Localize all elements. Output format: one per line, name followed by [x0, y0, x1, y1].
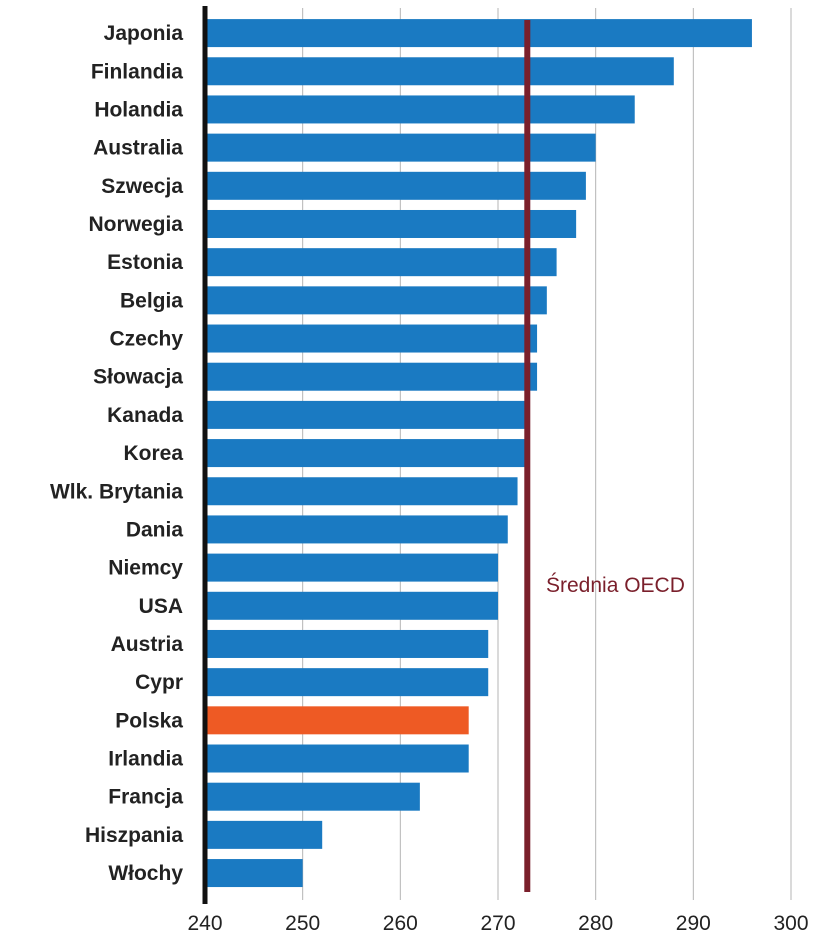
category-label: Słowacja — [93, 366, 183, 389]
category-label: Szwecja — [101, 175, 183, 198]
bar — [205, 668, 489, 697]
category-label: USA — [139, 595, 183, 618]
category-label: Polska — [115, 709, 183, 732]
bar — [205, 553, 498, 582]
x-tick-label: 300 — [773, 912, 808, 935]
bar — [205, 782, 420, 811]
bar — [205, 477, 518, 506]
x-tick-label: 250 — [285, 912, 320, 935]
bar — [205, 859, 303, 888]
category-label: Niemcy — [108, 557, 183, 580]
category-label: Dania — [126, 518, 184, 541]
category-label: Włochy — [108, 862, 183, 885]
x-tick-label: 270 — [480, 912, 515, 935]
category-label: Wlk. Brytania — [50, 480, 183, 503]
category-label: Japonia — [104, 22, 184, 45]
bar — [205, 171, 586, 200]
category-label: Australia — [93, 137, 183, 160]
x-tick-label: 290 — [676, 912, 711, 935]
bar — [205, 591, 498, 620]
bar — [205, 324, 538, 353]
bar — [205, 744, 469, 773]
x-tick-label: 280 — [578, 912, 613, 935]
category-label: Austria — [111, 633, 184, 656]
bar — [205, 19, 752, 48]
category-label: Holandia — [94, 98, 183, 121]
x-tick-labels: 240 250 260 270 280 290 300 — [187, 912, 808, 935]
category-label: Finlandia — [91, 60, 183, 83]
bars — [205, 19, 752, 888]
category-label: Cypr — [135, 671, 183, 694]
bar — [205, 286, 547, 315]
x-tick-label: 240 — [187, 912, 222, 935]
category-labels: Japonia Finlandia Holandia Australia Szwecja… — [50, 22, 183, 885]
category-label: Czechy — [109, 328, 183, 351]
bar — [205, 57, 674, 86]
oecd-average-label: Średnia OECD — [546, 573, 685, 597]
category-label: Kanada — [107, 404, 183, 427]
bar — [205, 439, 528, 468]
category-label: Hiszpania — [85, 824, 183, 847]
category-label: Estonia — [107, 251, 183, 274]
bar-highlight — [205, 706, 469, 735]
category-label: Irlandia — [108, 748, 183, 771]
bar — [205, 95, 635, 124]
category-label: Belgia — [120, 289, 183, 312]
bar — [205, 820, 323, 849]
x-tick-label: 260 — [383, 912, 418, 935]
category-label: Korea — [123, 442, 183, 465]
bar — [205, 629, 489, 658]
bar — [205, 248, 557, 277]
bar — [205, 209, 577, 238]
bar — [205, 362, 538, 391]
bar — [205, 400, 528, 429]
bar — [205, 133, 596, 162]
bar — [205, 515, 508, 544]
category-label: Francja — [108, 786, 183, 809]
category-label: Norwegia — [88, 213, 183, 236]
